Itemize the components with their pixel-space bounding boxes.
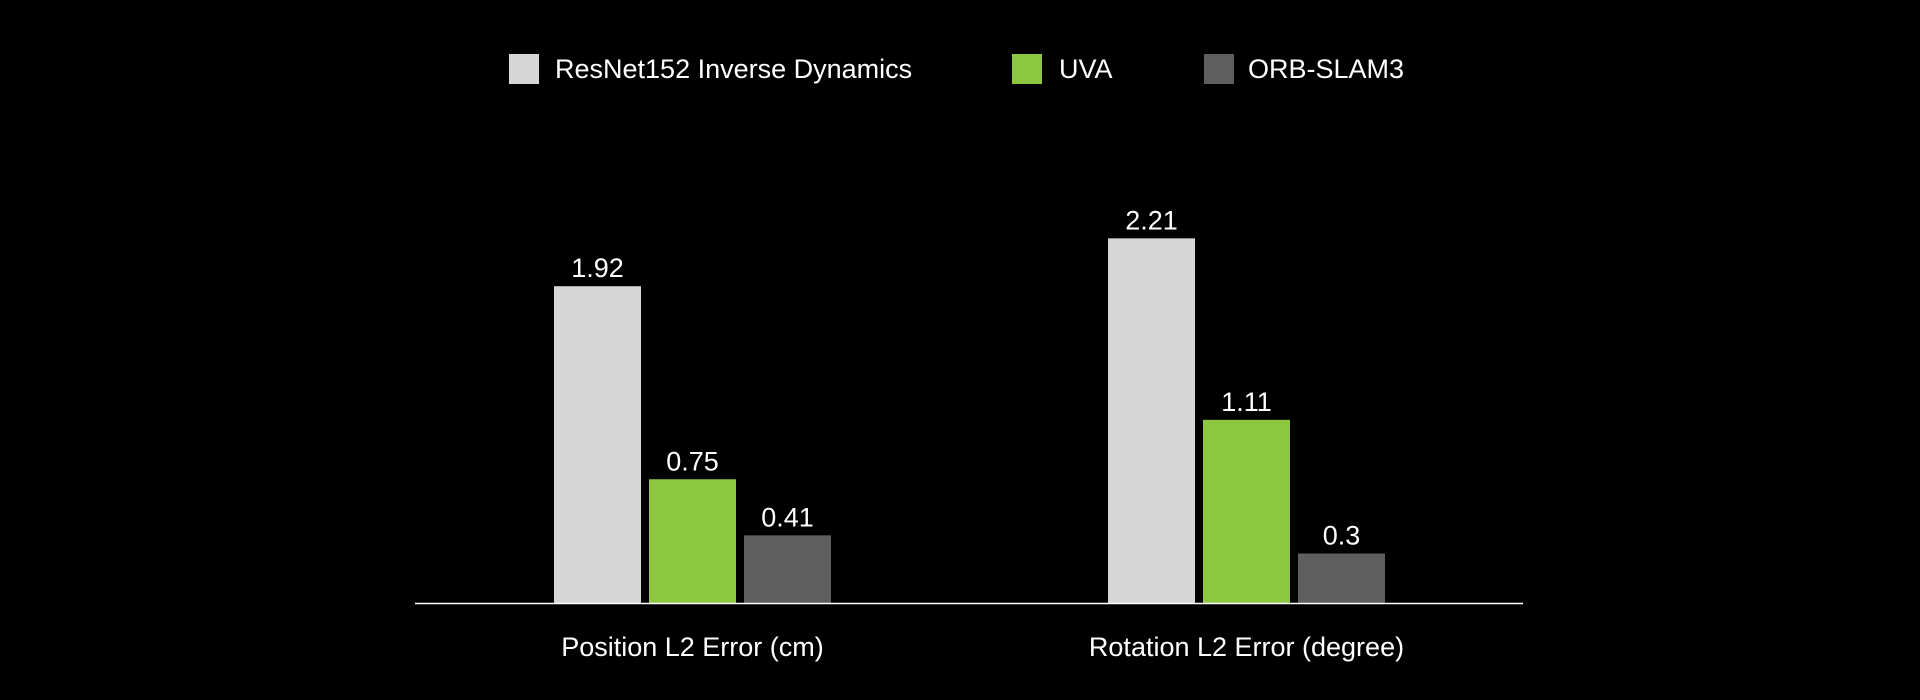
legend-swatch-1 (1012, 54, 1042, 84)
bar-1-0 (649, 479, 736, 603)
bar-2-1 (1298, 553, 1385, 603)
legend-swatch-0 (509, 54, 539, 84)
value-label-1-1: 1.11 (1221, 387, 1272, 417)
bar-0-1 (1108, 238, 1195, 603)
bar-1-1 (1203, 419, 1290, 603)
legend-label-1: UVA (1059, 54, 1113, 84)
legend: ResNet152 Inverse Dynamics UVA ORB-SLAM3 (509, 54, 1404, 84)
legend-label-0: ResNet152 Inverse Dynamics (555, 54, 912, 84)
bar-0-0 (554, 286, 641, 603)
value-labels: 1.92 0.75 0.41 2.21 1.11 0.3 (571, 205, 1360, 550)
bar-2-0 (744, 535, 831, 603)
value-label-0-0: 1.92 (571, 253, 624, 283)
legend-label-2: ORB-SLAM3 (1248, 54, 1404, 84)
category-label-1: Rotation L2 Error (degree) (1089, 632, 1404, 662)
category-label-0: Position L2 Error (cm) (561, 632, 824, 662)
value-label-1-0: 0.75 (666, 446, 719, 476)
value-label-2-1: 0.3 (1323, 521, 1361, 551)
category-labels: Position L2 Error (cm) Rotation L2 Error … (561, 632, 1404, 662)
bars (554, 238, 1385, 603)
legend-swatch-2 (1204, 54, 1234, 84)
value-label-0-1: 2.21 (1125, 205, 1178, 235)
value-label-2-0: 0.41 (761, 502, 814, 532)
